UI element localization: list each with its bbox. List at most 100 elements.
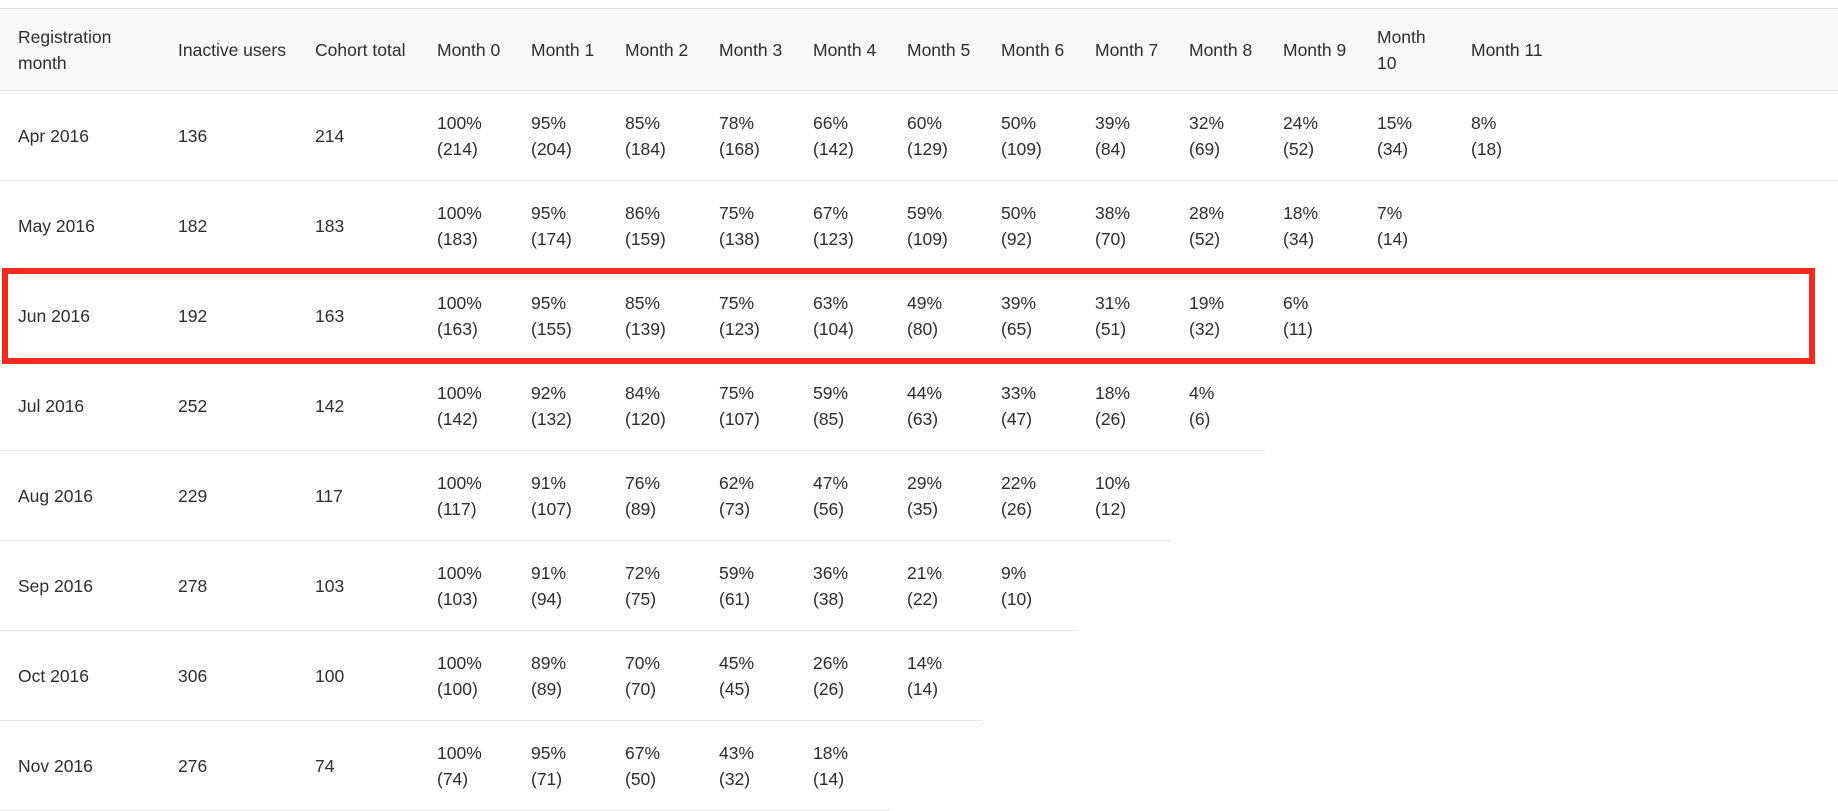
table-row-apr-2016: Apr 2016 136 214 100% (214) 95% (204) 85% (184) 7…	[0, 90, 1838, 181]
empty-cell	[1359, 630, 1453, 721]
retention-cell-month-2: 85% (184)	[607, 90, 701, 181]
retention-cell-month-7: 38% (70)	[1077, 180, 1171, 271]
column-header-month-2: Month 2	[607, 8, 701, 91]
retention-count: (26)	[1001, 498, 1033, 519]
retention-cell-month-9: 18% (34)	[1265, 180, 1359, 271]
retention-percent: 22%	[1001, 472, 1037, 493]
column-header-month-4: Month 4	[795, 8, 889, 91]
retention-count: (204)	[531, 138, 572, 159]
cohort-total-cell: 100	[297, 630, 419, 721]
retention-percent: 66%	[813, 112, 849, 133]
table-row-jun-2016: Jun 2016 192 163 100% (163) 95% (155) 85% (139) 7…	[0, 270, 1838, 361]
column-header-month-3: Month 3	[701, 8, 795, 91]
retention-cell-month-5: 29% (35)	[889, 450, 983, 541]
retention-count: (26)	[1095, 408, 1127, 429]
retention-percent: 18%	[1283, 202, 1319, 223]
retention-cell-month-1: 95% (155)	[513, 270, 607, 361]
retention-count: (84)	[1095, 138, 1127, 159]
table-row-may-2016: May 2016 182 183 100% (183) 95% (174) 86% (159) 7…	[0, 180, 1838, 271]
cohort-total-cell: 117	[297, 450, 419, 541]
cohort-total-cell: 74	[297, 720, 419, 811]
retention-cell-month-6: 22% (26)	[983, 450, 1077, 541]
retention-percent: 28%	[1189, 202, 1225, 223]
empty-cell	[1453, 360, 1838, 451]
retention-percent: 9%	[1001, 562, 1027, 583]
retention-cell-month-2: 86% (159)	[607, 180, 701, 271]
empty-cell	[1359, 360, 1453, 451]
retention-count: (32)	[719, 768, 751, 789]
retention-cell-month-3: 75% (123)	[701, 270, 795, 361]
retention-count: (138)	[719, 228, 760, 249]
retention-count: (129)	[907, 138, 948, 159]
empty-cell	[1265, 540, 1359, 631]
empty-cell	[1359, 450, 1453, 541]
retention-count: (80)	[907, 318, 939, 339]
cohort-total-cell: 163	[297, 270, 419, 361]
retention-percent: 100%	[437, 562, 482, 583]
retention-count: (45)	[719, 678, 751, 699]
retention-percent: 75%	[719, 202, 755, 223]
retention-percent: 95%	[531, 112, 567, 133]
empty-cell	[983, 630, 1077, 721]
retention-cell-month-2: 67% (50)	[607, 720, 701, 811]
column-header-month-11: Month 11	[1453, 8, 1838, 91]
retention-percent: 45%	[719, 652, 755, 673]
retention-cell-month-2: 72% (75)	[607, 540, 701, 631]
retention-percent: 95%	[531, 292, 567, 313]
retention-percent: 100%	[437, 202, 482, 223]
empty-cell	[1359, 540, 1453, 631]
retention-count: (6)	[1189, 408, 1211, 429]
retention-count: (14)	[813, 768, 845, 789]
retention-cell-month-1: 91% (107)	[513, 450, 607, 541]
retention-count: (32)	[1189, 318, 1221, 339]
retention-percent: 86%	[625, 202, 661, 223]
retention-count: (73)	[719, 498, 751, 519]
inactive-users-cell: 306	[160, 630, 297, 721]
column-header-inactive-users: Inactive users	[160, 8, 297, 91]
retention-cell-month-5: 21% (22)	[889, 540, 983, 631]
column-header-month-0: Month 0	[419, 8, 513, 91]
retention-percent: 84%	[625, 382, 661, 403]
retention-cell-month-5: 49% (80)	[889, 270, 983, 361]
retention-cell-month-10: 7% (14)	[1359, 180, 1453, 271]
empty-cell	[1171, 540, 1265, 631]
retention-cell-month-1: 95% (204)	[513, 90, 607, 181]
retention-percent: 100%	[437, 742, 482, 763]
retention-cell-month-4: 59% (85)	[795, 360, 889, 451]
retention-count: (34)	[1377, 138, 1409, 159]
retention-count: (70)	[1095, 228, 1127, 249]
retention-percent: 18%	[1095, 382, 1131, 403]
retention-count: (11)	[1283, 318, 1313, 339]
inactive-users-cell: 278	[160, 540, 297, 631]
retention-percent: 78%	[719, 112, 755, 133]
inactive-users-cell: 182	[160, 180, 297, 271]
retention-count: (89)	[625, 498, 657, 519]
retention-cell-month-7: 18% (26)	[1077, 360, 1171, 451]
retention-cell-month-4: 67% (123)	[795, 180, 889, 271]
retention-cell-month-8: 32% (69)	[1171, 90, 1265, 181]
retention-percent: 50%	[1001, 202, 1037, 223]
retention-cell-month-7: 39% (84)	[1077, 90, 1171, 181]
retention-cell-month-5: 60% (129)	[889, 90, 983, 181]
retention-percent: 100%	[437, 112, 482, 133]
retention-cell-month-0: 100% (100)	[419, 630, 513, 721]
retention-count: (123)	[719, 318, 760, 339]
retention-cell-month-1: 92% (132)	[513, 360, 607, 451]
retention-percent: 14%	[907, 652, 943, 673]
retention-cell-month-6: 9% (10)	[983, 540, 1077, 631]
retention-percent: 100%	[437, 382, 482, 403]
cohort-table-container: Registration month Inactive users Cohort t…	[0, 8, 1838, 811]
retention-count: (52)	[1189, 228, 1221, 249]
retention-cell-month-0: 100% (74)	[419, 720, 513, 811]
retention-cell-month-7: 10% (12)	[1077, 450, 1171, 541]
retention-percent: 63%	[813, 292, 849, 313]
retention-count: (94)	[531, 588, 563, 609]
retention-count: (26)	[813, 678, 845, 699]
table-row-jul-2016: Jul 2016 252 142 100% (142) 92% (132) 84% (120) 7…	[0, 360, 1838, 451]
retention-percent: 85%	[625, 112, 661, 133]
retention-cell-month-6: 50% (92)	[983, 180, 1077, 271]
retention-count: (123)	[813, 228, 854, 249]
retention-percent: 100%	[437, 652, 482, 673]
table-header-row: Registration month Inactive users Cohort t…	[0, 8, 1838, 91]
retention-count: (14)	[907, 678, 939, 699]
